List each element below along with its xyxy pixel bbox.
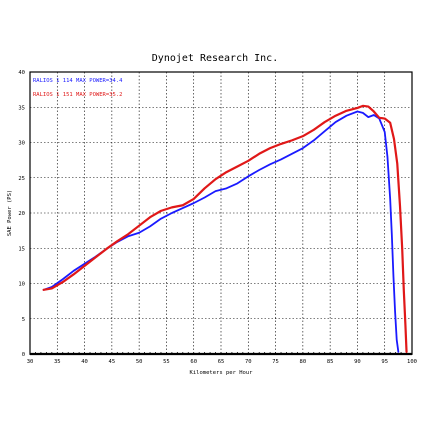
x-tick-label: 60: [190, 359, 197, 365]
y-tick-label: 20: [18, 211, 25, 217]
y-tick-label: 5: [22, 317, 25, 323]
y-tick-label: 15: [18, 246, 25, 252]
y-tick-label: 40: [18, 70, 25, 76]
grid-lines: [29, 72, 413, 356]
legend-entry-1: RALIOS 1 114 MAX POWER=34.4: [33, 78, 123, 84]
x-tick-label: 85: [327, 359, 334, 365]
y-tick-label: 10: [18, 282, 25, 288]
series-lines: [42, 104, 408, 353]
x-tick-label: 80: [300, 359, 307, 365]
x-tick-label: 45: [109, 359, 116, 365]
series-line-2: [42, 104, 408, 353]
chart-title: Dynojet Research Inc.: [152, 53, 278, 64]
x-tick-label: 50: [136, 359, 143, 365]
x-tick-label: 100: [407, 359, 417, 365]
y-tick-label: 0: [22, 352, 25, 358]
x-tick-label: 65: [218, 359, 225, 365]
y-tick-label: 35: [18, 105, 25, 111]
x-tick-label: 30: [27, 359, 34, 365]
x-tick-labels: 30 35 40 45 50 55 60 65 70 75 80 85 90 95 100: [27, 359, 417, 365]
x-tick-label: 90: [354, 359, 361, 365]
x-tick-label: 40: [81, 359, 88, 365]
legend: RALIOS 1 114 MAX POWER=34.4 RALIOS 1 151 …: [33, 78, 123, 98]
y-axis-label: SAE Power (PS): [7, 190, 13, 236]
x-tick-label: 75: [272, 359, 279, 365]
x-tick-label: 95: [381, 359, 388, 365]
x-tick-label: 70: [245, 359, 252, 365]
legend-entry-2: RALIOS 1 151 MAX POWER=35.2: [33, 92, 122, 98]
x-tick-label: 35: [54, 359, 61, 365]
y-tick-labels: 0 5 10 15 20 25 30 35 40: [18, 70, 25, 358]
series-line-1: [42, 110, 400, 353]
y-tick-label: 25: [18, 176, 25, 182]
y-tick-label: 30: [18, 141, 25, 147]
x-axis-label: Kilometers per Hour: [190, 370, 254, 376]
x-tick-label: 55: [163, 359, 170, 365]
